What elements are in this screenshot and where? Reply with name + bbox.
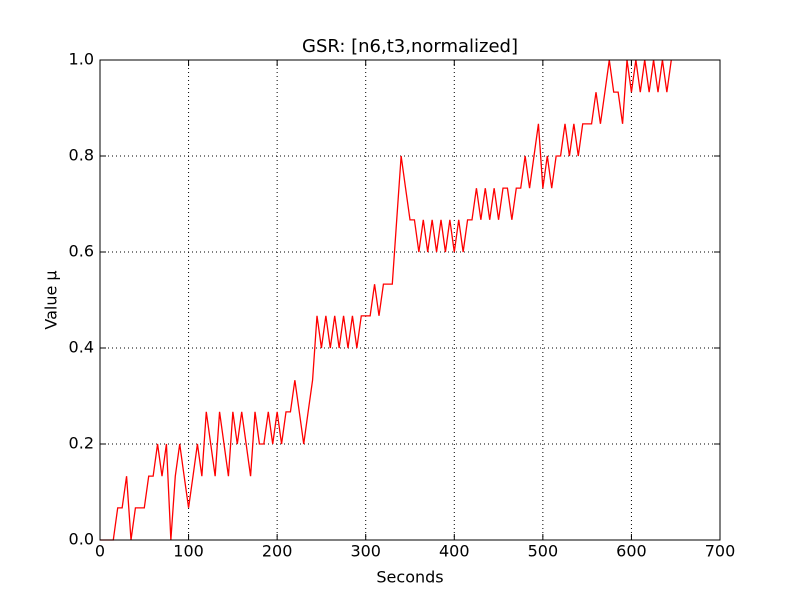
x-axis-label: Seconds bbox=[376, 568, 443, 587]
plot-frame bbox=[99, 59, 721, 541]
y-tick-label: 0.4 bbox=[69, 338, 94, 357]
y-tick-label: 0.6 bbox=[69, 242, 94, 261]
y-tick-label: 1.0 bbox=[69, 50, 94, 69]
x-tick-label: 400 bbox=[439, 542, 470, 561]
y-axis-label: Value μ bbox=[42, 270, 61, 329]
y-tick-label: 0.0 bbox=[69, 530, 94, 549]
x-tick-label: 0 bbox=[95, 542, 105, 561]
data-line bbox=[100, 59, 672, 541]
y-tick-label: 0.8 bbox=[69, 146, 94, 165]
x-tick-label: 300 bbox=[350, 542, 381, 561]
x-tick-label: 700 bbox=[705, 542, 736, 561]
x-tick-label: 500 bbox=[528, 542, 559, 561]
x-tick-label: 200 bbox=[262, 542, 293, 561]
y-tick-label: 0.2 bbox=[69, 434, 94, 453]
x-tick-label: 100 bbox=[173, 542, 204, 561]
x-tick-label: 600 bbox=[616, 542, 647, 561]
chart-title: GSR: [n6,t3,normalized] bbox=[302, 36, 518, 57]
